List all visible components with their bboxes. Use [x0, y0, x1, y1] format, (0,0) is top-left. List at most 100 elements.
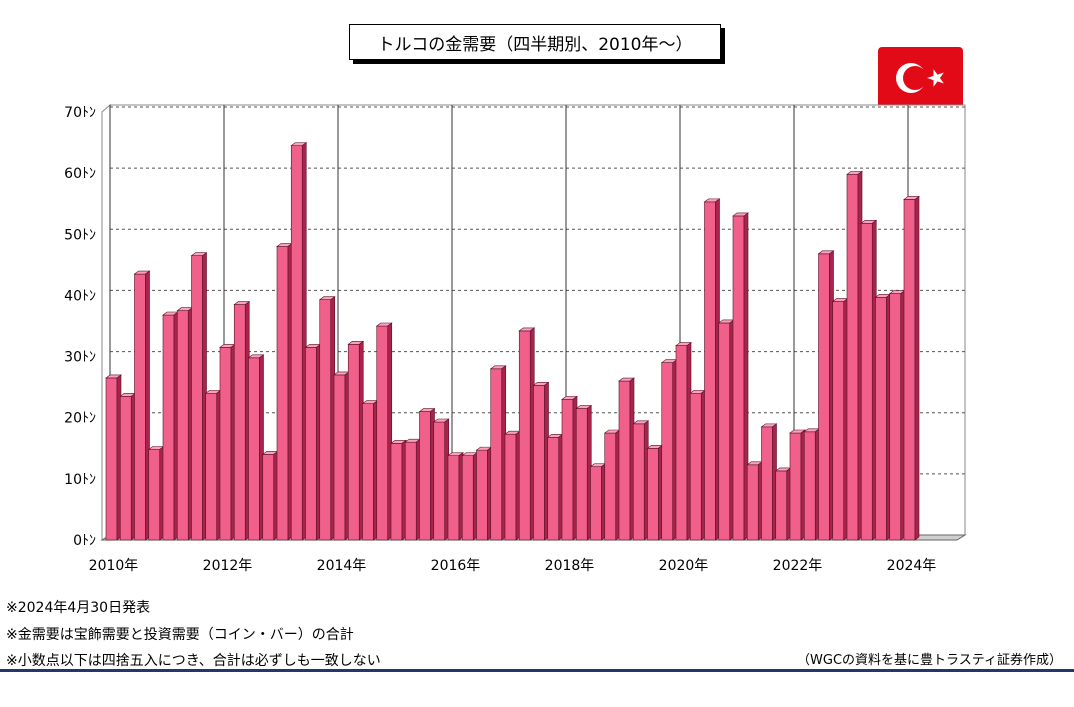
bar-face	[746, 464, 759, 541]
bar-face	[105, 377, 118, 541]
bar-2019Q2	[632, 420, 650, 541]
y-tick-label: 70ﾄﾝ	[64, 105, 96, 121]
source-credit: （WGCの資料を基に豊トラスティ証券作成）	[797, 653, 1062, 668]
bar-face	[547, 436, 560, 541]
note-release-date: ※2024年4月30日発表	[6, 600, 151, 616]
bar-side	[914, 195, 920, 541]
bar-face	[347, 344, 360, 541]
bar-face	[732, 215, 745, 541]
bar-2012Q3	[247, 354, 265, 541]
bar-face	[205, 392, 218, 541]
y-tick-label: 60ﾄﾝ	[64, 166, 96, 182]
bar-face	[590, 466, 602, 541]
bar-face	[561, 399, 574, 541]
y-tick-label: 0ﾄﾝ	[73, 533, 96, 549]
bar-2013Q3	[304, 343, 322, 541]
bar-2010Q1	[105, 374, 122, 541]
bar-2022Q4	[831, 297, 849, 541]
bar-2015Q2	[404, 438, 422, 541]
bar-face	[419, 411, 431, 541]
bar-face	[362, 403, 374, 541]
bar-2011Q2	[176, 307, 194, 541]
bar-2023Q2	[860, 219, 878, 541]
bar-face	[647, 447, 659, 541]
bar-face	[490, 368, 503, 541]
bar-face	[661, 362, 674, 541]
bar-2010Q3	[133, 270, 151, 541]
bar-2014Q3	[361, 400, 379, 541]
bar-face	[319, 299, 332, 541]
x-tick-label: 2014年	[317, 558, 367, 574]
bar-face	[433, 421, 446, 541]
footer-divider	[0, 669, 1074, 672]
y-tick-label: 10ﾄﾝ	[64, 472, 96, 488]
bar-2019Q1	[618, 377, 635, 541]
bar-face	[704, 201, 716, 541]
bar-2011Q1	[162, 311, 179, 541]
bar-2014Q1	[333, 371, 350, 541]
bar-2015Q4	[432, 418, 450, 541]
bar-face	[518, 330, 531, 541]
bar-2016Q4	[489, 365, 507, 541]
bar-face	[889, 293, 902, 541]
bar-face	[803, 431, 816, 541]
bar-2017Q3	[532, 381, 550, 541]
bar-2011Q4	[204, 389, 222, 541]
bar-2020Q4	[717, 319, 735, 541]
bar-face	[875, 296, 887, 541]
y-tick-label: 30ﾄﾝ	[64, 350, 96, 366]
bar-face	[832, 301, 845, 541]
bar-2018Q4	[603, 429, 621, 541]
bar-face	[233, 304, 246, 541]
bar-face	[447, 455, 460, 541]
bar-2011Q3	[190, 252, 208, 541]
bar-2018Q3	[589, 463, 607, 541]
turkey-flag-icon	[878, 47, 963, 109]
bar-2021Q4	[774, 467, 792, 541]
bar-2018Q1	[561, 395, 578, 541]
bar-2010Q4	[147, 445, 165, 541]
bar-2012Q1	[219, 343, 236, 541]
bar-2020Q2	[689, 389, 707, 541]
bar-face	[675, 345, 688, 541]
bar-2021Q1	[732, 212, 749, 541]
bar-2020Q1	[675, 341, 692, 541]
bar-2012Q2	[233, 301, 251, 541]
bar-2015Q3	[418, 408, 436, 541]
bar-2013Q4	[318, 296, 336, 541]
bar-2016Q3	[475, 446, 493, 541]
bar-2014Q2	[347, 340, 365, 541]
bar-2016Q1	[447, 452, 464, 541]
bar-2020Q3	[703, 198, 721, 541]
note-demand-definition: ※金需要は宝飾需要と投資需要（コイン・バー）の合計	[6, 627, 354, 643]
bar-face	[718, 322, 731, 541]
bar-face	[390, 443, 403, 541]
bar-2022Q1	[789, 429, 806, 541]
bar-face	[575, 408, 588, 541]
bar-face	[604, 432, 617, 541]
bar-2019Q3	[646, 444, 664, 541]
bar-2015Q1	[390, 439, 407, 541]
bar-face	[333, 374, 346, 541]
bar-face	[262, 454, 275, 541]
bar-2016Q2	[461, 452, 479, 541]
bar-face	[305, 347, 317, 541]
bar-face	[818, 253, 830, 541]
bar-face	[404, 441, 417, 541]
bar-2017Q1	[504, 430, 521, 541]
bar-2022Q2	[803, 428, 821, 541]
bar-face	[476, 449, 488, 541]
bar-face	[461, 455, 474, 541]
bar-face	[276, 246, 289, 541]
bar-2018Q2	[575, 404, 593, 541]
bar-face	[533, 385, 545, 541]
bar-2023Q3	[874, 293, 892, 541]
y-tick-label: 40ﾄﾝ	[64, 288, 96, 304]
x-tick-label: 2022年	[773, 558, 823, 574]
bar-face	[290, 145, 303, 541]
bar-face	[148, 449, 161, 541]
bar-2023Q4	[888, 289, 906, 541]
bar-face	[860, 222, 873, 541]
bar-2019Q4	[660, 359, 678, 541]
x-tick-label: 2020年	[659, 558, 709, 574]
